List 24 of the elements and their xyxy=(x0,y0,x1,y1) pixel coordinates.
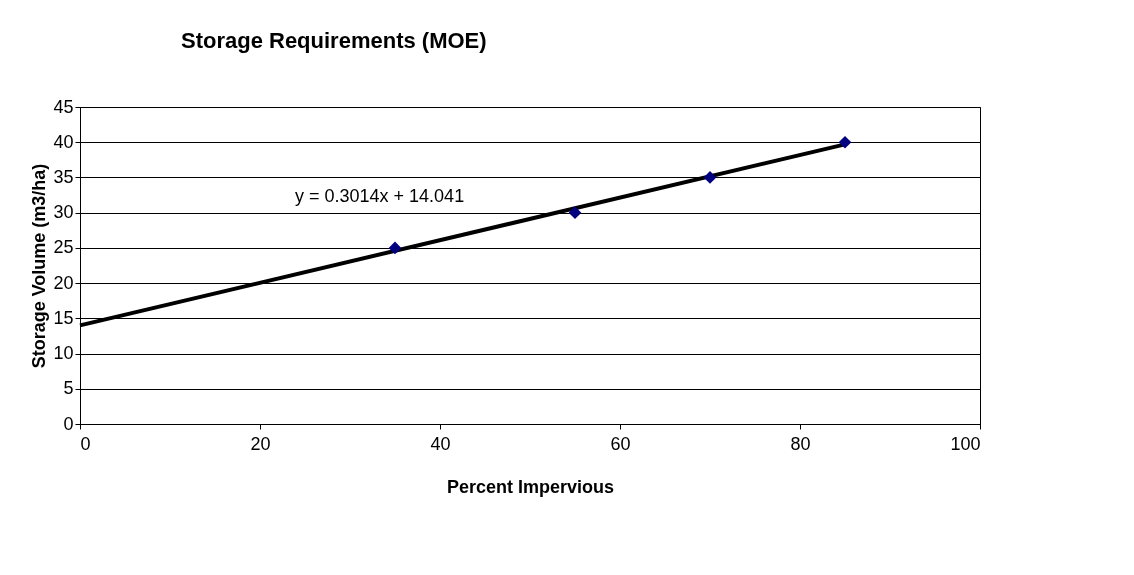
point xyxy=(568,206,582,219)
x-tick-label: 100 xyxy=(950,433,981,454)
point xyxy=(838,135,852,149)
annotation: y = 0.3014x + 14.041 xyxy=(295,186,465,206)
x-tick-label: 80 xyxy=(790,433,811,454)
point xyxy=(388,241,402,255)
x-tick-label: 40 xyxy=(430,433,451,454)
y-tick-label: 40 xyxy=(53,131,74,152)
y-tick-label: 45 xyxy=(53,96,74,117)
y-tick-label: 35 xyxy=(53,166,74,187)
y-tick-label: 10 xyxy=(53,343,74,364)
point xyxy=(703,171,717,184)
x-tick-label: 60 xyxy=(610,433,631,454)
y-axis-title: Storage Volume (m3/ha) xyxy=(29,163,50,369)
y-tick-label: 25 xyxy=(53,237,74,258)
y-tick-label: 15 xyxy=(53,307,74,328)
y-tick-label: 5 xyxy=(63,378,74,399)
x-axis-title: Percent Impervious xyxy=(446,476,615,497)
x-tick-label: 20 xyxy=(250,433,271,454)
y-tick-label: 0 xyxy=(63,413,74,434)
y-tick-label: 30 xyxy=(53,202,74,223)
x-tick-label: 0 xyxy=(80,433,91,454)
chart-title: Storage Requirements (MOE) xyxy=(180,28,487,53)
y-tick-label: 20 xyxy=(53,272,74,293)
